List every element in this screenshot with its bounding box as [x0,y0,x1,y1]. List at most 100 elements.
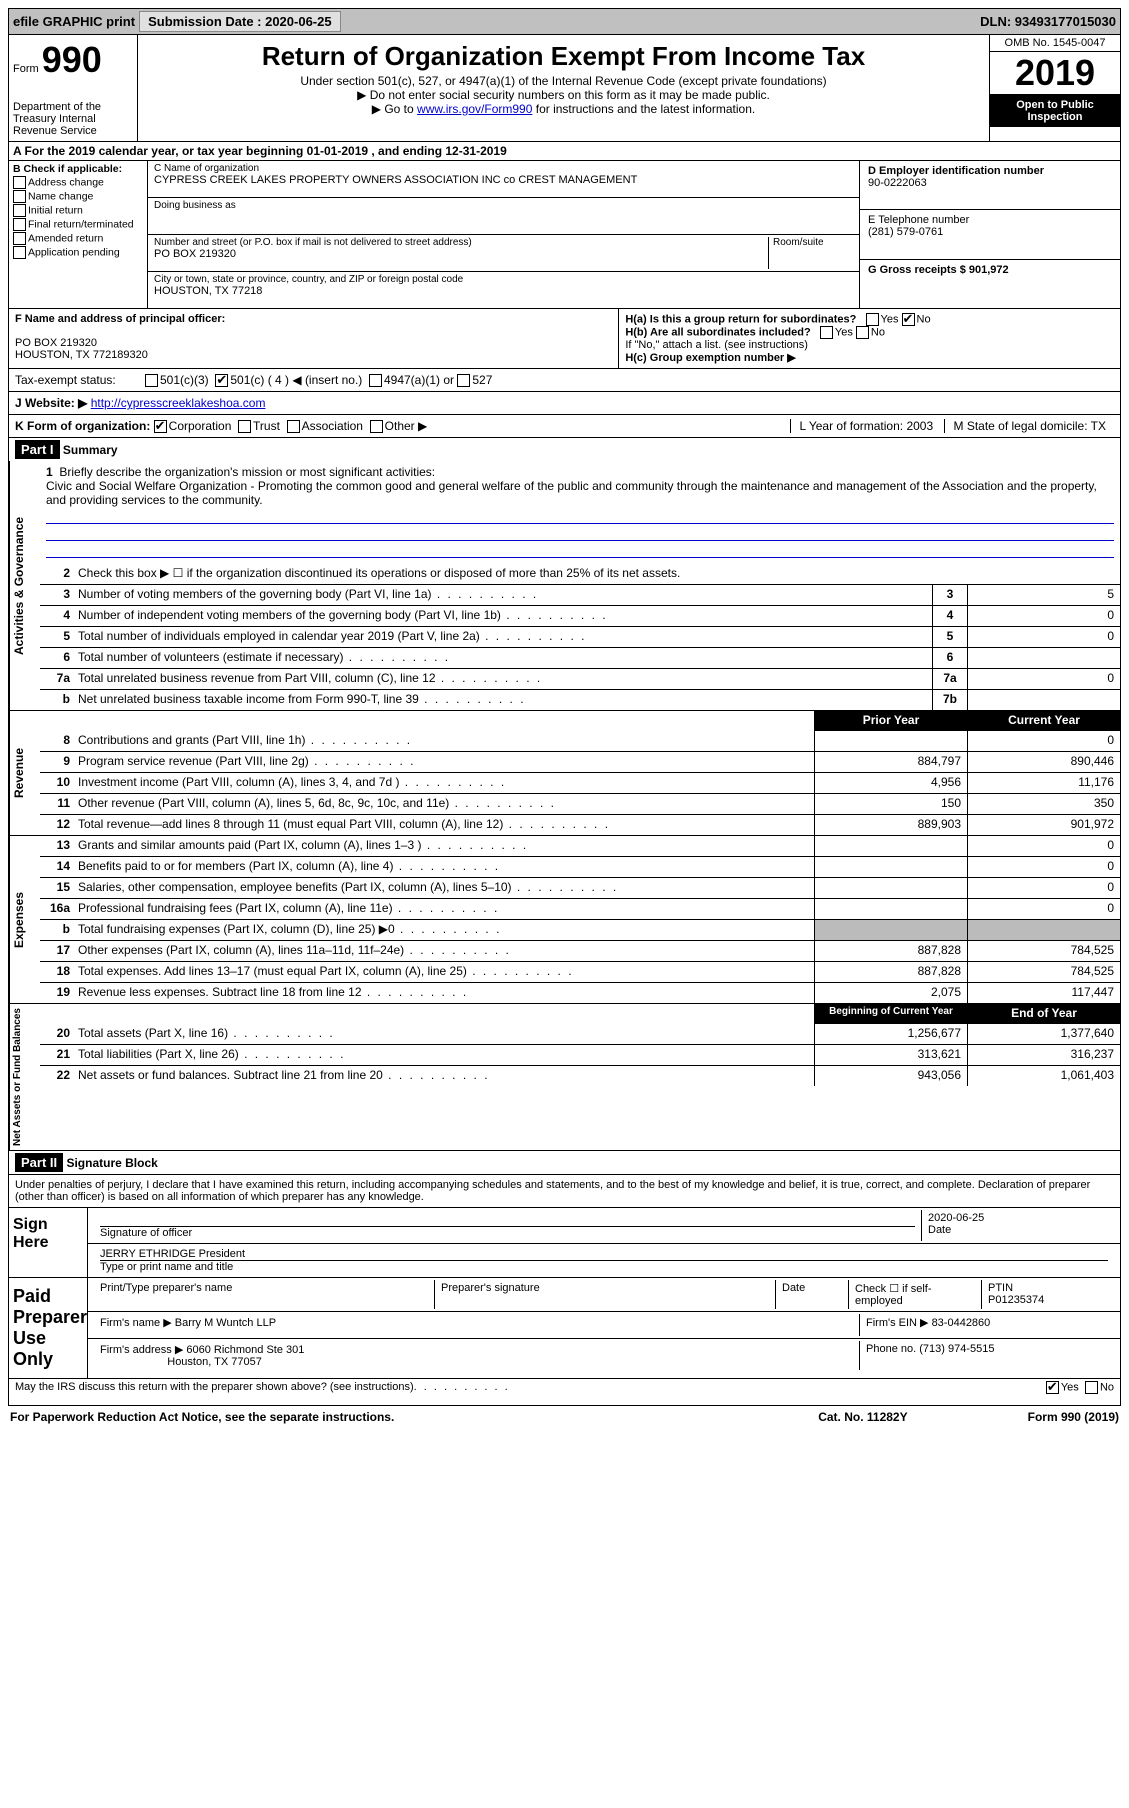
footer: For Paperwork Reduction Act Notice, see … [8,1406,1121,1428]
chk-4947[interactable] [369,374,382,387]
open-inspection: Open to Public Inspection [990,95,1120,127]
subtitle-3-post: for instructions and the latest informat… [536,102,755,116]
chk-association[interactable] [287,420,300,433]
prior-year-val [814,857,967,877]
discuss-yes[interactable] [1046,1381,1059,1394]
top-bar: efile GRAPHIC print Submission Date : 20… [8,8,1121,35]
current-year-val: 350 [967,794,1120,814]
chk-527[interactable] [457,374,470,387]
sig-officer-label: Signature of officer [100,1227,192,1239]
discuss-no-label: No [1100,1381,1114,1393]
chk-501c[interactable] [215,374,228,387]
title-box: Return of Organization Exempt From Incom… [138,35,990,141]
form-label: Form [13,63,39,75]
period-row: A For the 2019 calendar year, or tax yea… [8,142,1121,161]
chk-other[interactable] [370,420,383,433]
line-box: 7b [932,690,967,710]
korg-label: K Form of organization: [15,419,150,433]
firm-name: Barry M Wuntch LLP [175,1317,276,1329]
hb-no[interactable] [856,326,869,339]
current-year-val: 1,061,403 [967,1066,1120,1086]
ein-label: D Employer identification number [868,165,1044,177]
prior-year-val: 313,621 [814,1045,967,1065]
current-year-val [967,920,1120,940]
form-header: Form 990 Department of the Treasury Inte… [8,35,1121,142]
dln-label: DLN: 93493177015030 [980,14,1116,29]
prior-year-val: 2,075 [814,983,967,1003]
subtitle-2: ▶ Do not enter social security numbers o… [146,88,981,102]
ha-yes-label: Yes [881,313,899,325]
officer-label: F Name and address of principal officer: [15,313,225,325]
mission-line-3 [46,543,1114,558]
line-desc: Other expenses (Part IX, column (A), lin… [74,941,814,961]
line-desc: Net unrelated business taxable income fr… [74,690,932,710]
ha-yes[interactable] [866,313,879,326]
chk-amended-return[interactable] [13,232,26,245]
chk-501c3[interactable] [145,374,158,387]
subtitle-1: Under section 501(c), 527, or 4947(a)(1)… [146,74,981,88]
current-year-val: 901,972 [967,815,1120,835]
website-link[interactable]: http://cypresscreeklakeshoa.com [91,396,266,410]
data-line: 14Benefits paid to or for members (Part … [40,856,1120,877]
submission-date-button[interactable]: Submission Date : 2020-06-25 [139,11,341,32]
label-501c3: 501(c)(3) [160,373,209,387]
chk-name-change[interactable] [13,190,26,203]
chk-final-return[interactable] [13,218,26,231]
line-desc: Total fundraising expenses (Part IX, col… [74,920,814,940]
part1-hd: Part I [15,440,60,459]
form-ref: Form 990 (2019) [1028,1410,1119,1424]
firm-addr2: Houston, TX 77057 [167,1356,262,1368]
line-desc: Benefits paid to or for members (Part IX… [74,857,814,877]
section-b-c-d: B Check if applicable: Address change Na… [8,161,1121,309]
form-title: Return of Organization Exempt From Incom… [146,41,981,72]
firm-ein-label: Firm's EIN ▶ [866,1317,929,1329]
gov-line: 3Number of voting members of the governi… [40,584,1120,605]
chk-application-pending[interactable] [13,246,26,259]
ha-no[interactable] [902,313,915,326]
line-num: 3 [40,585,74,605]
instructions-link[interactable]: www.irs.gov/Form990 [417,102,532,116]
line-box: 4 [932,606,967,626]
prior-year-val [814,899,967,919]
org-name: CYPRESS CREEK LAKES PROPERTY OWNERS ASSO… [154,174,853,186]
discuss-no[interactable] [1085,1381,1098,1394]
chk-corporation[interactable] [154,420,167,433]
firm-name-label: Firm's name ▶ [100,1317,172,1329]
ptin-label: PTIN [988,1282,1013,1294]
chk-address-change[interactable] [13,176,26,189]
line-box: 5 [932,627,967,647]
chk-trust[interactable] [238,420,251,433]
line-num: 20 [40,1024,74,1044]
line-num: 19 [40,983,74,1003]
label-501c: 501(c) ( 4 ) ◀ (insert no.) [230,373,362,387]
hb-yes[interactable] [820,326,833,339]
hc-label: H(c) Group exemption number ▶ [625,352,795,364]
chk-initial-return[interactable] [13,204,26,217]
hdr-prior-year: Prior Year [814,711,967,731]
mission-line-2 [46,526,1114,541]
label-final-return: Final return/terminated [28,218,134,230]
line-val: 5 [967,585,1120,605]
current-year-val: 316,237 [967,1045,1120,1065]
officer-name-title: JERRY ETHRIDGE President [100,1248,1108,1261]
label-name-change: Name change [28,190,93,202]
form-of-org-row: K Form of organization: Corporation Trus… [8,415,1121,438]
org-city: HOUSTON, TX 77218 [154,285,853,297]
state-domicile: M State of legal domicile: TX [944,419,1114,433]
pra-notice: For Paperwork Reduction Act Notice, see … [10,1410,394,1424]
line-desc: Net assets or fund balances. Subtract li… [74,1066,814,1086]
data-line: 13Grants and similar amounts paid (Part … [40,836,1120,856]
data-line: 18Total expenses. Add lines 13–17 (must … [40,961,1120,982]
gov-line: 2Check this box ▶ ☐ if the organization … [40,564,1120,584]
sig-date-value: 2020-06-25 [928,1212,1108,1224]
firm-addr1: 6060 Richmond Ste 301 [186,1344,304,1356]
ha-no-label: No [917,313,931,325]
line-desc: Other revenue (Part VIII, column (A), li… [74,794,814,814]
gov-line: 6Total number of volunteers (estimate if… [40,647,1120,668]
data-line: 20Total assets (Part X, line 16)1,256,67… [40,1024,1120,1044]
prior-year-val: 943,056 [814,1066,967,1086]
addr-label: Number and street (or P.O. box if mail i… [154,237,768,248]
line-num: b [40,690,74,710]
line-val [967,690,1120,710]
line-desc: Total unrelated business revenue from Pa… [74,669,932,689]
